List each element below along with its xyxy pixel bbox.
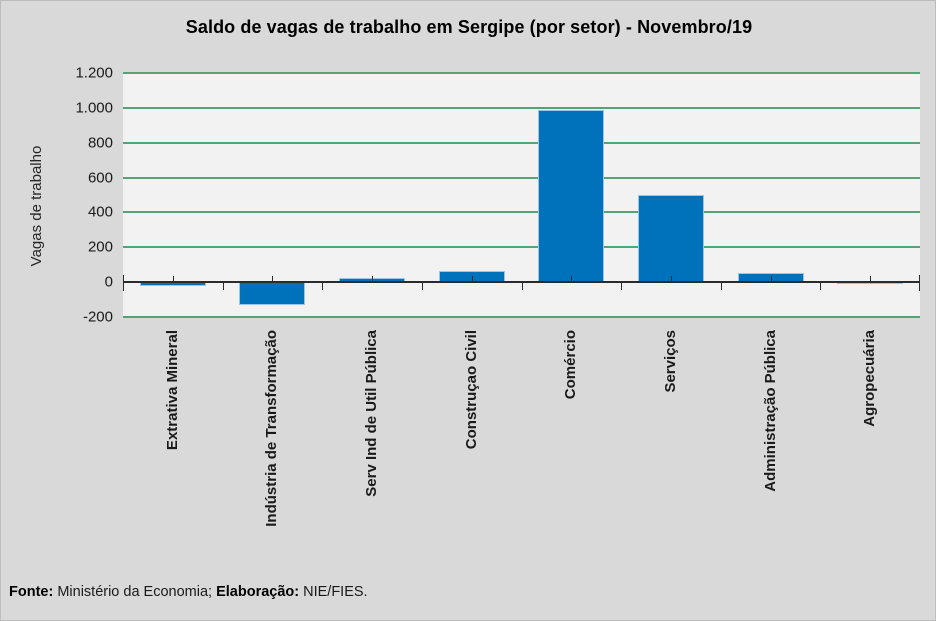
bar-5 — [637, 195, 704, 283]
gridline-600 — [123, 176, 920, 179]
axis-boundary-tick — [123, 275, 124, 292]
y-tick-label--200: -200 — [82, 308, 113, 326]
x-category-label-7: Agropecuária — [861, 330, 879, 427]
axis-boundary-tick — [621, 282, 623, 291]
gridline-800 — [123, 141, 920, 144]
source-note: Fonte: Ministério da Economia; Elaboraçã… — [9, 584, 368, 600]
axis-boundary-tick — [222, 282, 224, 291]
x-category-label-5: Serviços — [661, 330, 679, 393]
axis-center-tick — [471, 276, 473, 283]
x-category-label-1: Indústria de Transformação — [263, 330, 281, 527]
x-category-label-6: Administração Pública — [761, 330, 779, 492]
gridline-400 — [123, 211, 920, 214]
gridline--200 — [123, 316, 920, 318]
elaboracao-label: Elaboração: — [216, 584, 300, 600]
elaboracao-text: NIE/FIES. — [299, 584, 368, 600]
axis-boundary-tick — [919, 275, 920, 292]
axis-boundary-tick — [421, 282, 423, 291]
gridline-200 — [123, 246, 920, 249]
bar-1 — [239, 282, 306, 305]
fonte-text: Ministério da Economia; — [53, 584, 217, 600]
axis-boundary-tick — [521, 282, 523, 291]
fonte-label: Fonte: — [9, 584, 54, 600]
y-tick-label-200: 200 — [87, 238, 113, 256]
gridline-1200 — [123, 72, 920, 74]
axis-center-tick — [670, 276, 672, 283]
y-tick-label-600: 600 — [87, 169, 113, 187]
y-tick-label-800: 800 — [87, 134, 113, 152]
axis-center-tick — [870, 276, 872, 283]
axis-center-tick — [770, 276, 772, 283]
y-tick-label-1.000: 1.000 — [75, 99, 113, 117]
y-tick-label-1.200: 1.200 — [75, 64, 113, 82]
x-category-label-4: Comércio — [562, 330, 580, 400]
axis-boundary-tick — [820, 282, 822, 291]
axis-center-tick — [372, 276, 374, 283]
bar-4 — [538, 109, 605, 283]
gridline-1000 — [123, 106, 920, 109]
x-category-label-3: Construçao Civil — [462, 330, 480, 450]
axis-boundary-tick — [322, 282, 324, 291]
plot-area — [123, 72, 920, 318]
chart-title: Saldo de vagas de trabalho em Sergipe (p… — [185, 17, 753, 37]
axis-boundary-tick — [720, 282, 722, 291]
axis-center-tick — [172, 276, 174, 283]
x-category-label-0: Extrativa Mineral — [163, 330, 181, 451]
axis-center-tick — [272, 276, 274, 283]
y-tick-label-0: 0 — [104, 273, 113, 291]
x-category-label-2: Serv Ind de Util Pública — [363, 330, 381, 497]
y-tick-label-400: 400 — [87, 203, 113, 221]
axis-center-tick — [571, 276, 573, 283]
